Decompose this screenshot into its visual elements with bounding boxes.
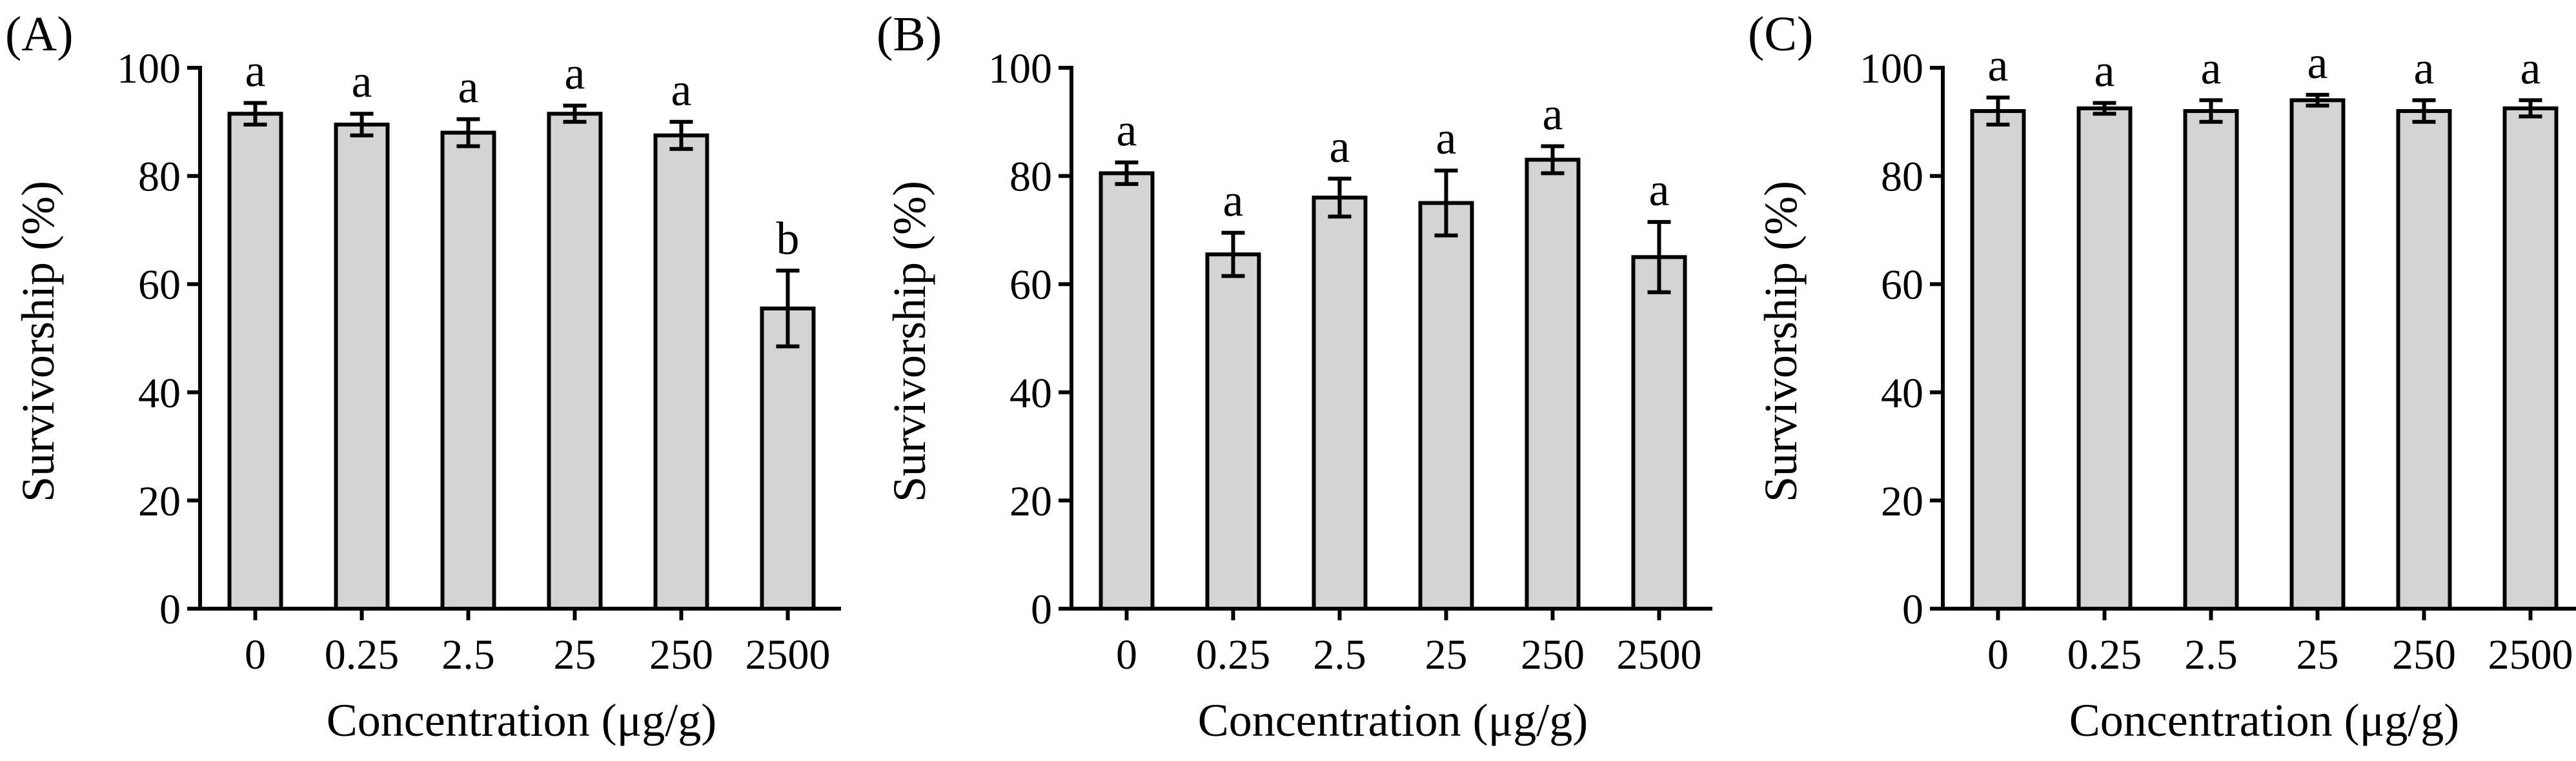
bar: [2502, 106, 2559, 611]
significance-letter: a: [1436, 112, 1457, 164]
x-tick-label: 250: [2392, 631, 2456, 678]
bar: [1312, 196, 1368, 611]
y-tick-label: 60: [1881, 261, 1923, 309]
x-tick-label: 250: [649, 631, 713, 678]
chart-panel-c: (C) a 0 a 0.25 a 2.5 a 25 a 250 a 2500 0 20 40 60 80 100 Co…: [1748, 7, 2576, 746]
significance-letter: a: [1223, 175, 1244, 227]
bar: [2396, 109, 2452, 611]
significance-letter: b: [776, 212, 800, 264]
y-tick-label: 60: [1009, 261, 1052, 309]
x-tick-label: 0: [1987, 631, 2009, 678]
y-tick-label: 20: [1009, 478, 1052, 525]
y-tick-label: 80: [1881, 154, 1923, 201]
bar: [1099, 171, 1155, 611]
bar: [227, 112, 283, 611]
y-tick-label: 80: [138, 154, 181, 201]
y-tick-label: 20: [1881, 478, 1923, 525]
chart-panel-b: (B) a 0 a 0.25 a 2.5 a 25 a 250 a 2500 0 20 40 60 80 100 Co…: [877, 7, 1712, 746]
x-tick-label: 25: [554, 631, 596, 678]
significance-letter: a: [458, 61, 479, 113]
y-tick-label: 100: [1860, 45, 1923, 92]
x-tick-label: 25: [2297, 631, 2339, 678]
y-tick-label: 40: [1881, 370, 1923, 417]
x-tick-label: 0.25: [325, 631, 400, 678]
bar: [1970, 109, 2026, 611]
x-tick-label: 2.5: [441, 631, 495, 678]
x-tick-label: 0.25: [2067, 631, 2142, 678]
y-tick-label: 40: [1009, 370, 1052, 417]
panel-label: (C): [1748, 7, 1813, 61]
significance-letter: a: [1649, 164, 1670, 216]
y-tick-label: 20: [138, 478, 181, 525]
y-axis-title: Survivorship (%): [12, 181, 64, 502]
bar: [760, 306, 816, 611]
y-tick-label: 100: [988, 45, 1052, 92]
x-tick-label: 0.25: [1196, 631, 1271, 678]
significance-letter: a: [352, 56, 372, 107]
bar: [1205, 252, 1261, 611]
significance-letter: a: [1543, 88, 1563, 140]
bar: [1418, 201, 1474, 611]
y-tick-label: 0: [1031, 586, 1052, 633]
x-axis-title: Concentration (μg/g): [1198, 695, 1588, 746]
x-axis-title: Concentration (μg/g): [327, 695, 716, 746]
x-tick-label: 2500: [2488, 631, 2573, 678]
chart-panel-a: (A) a 0 a 0.25 a 2.5 a 25 a 250 b 2500 0 20 40 60 80 100 Co…: [5, 7, 841, 746]
x-tick-label: 25: [1425, 631, 1468, 678]
significance-letter: a: [2094, 45, 2115, 96]
x-tick-label: 0: [245, 631, 266, 678]
significance-letter: a: [2520, 42, 2541, 94]
y-tick-label: 0: [159, 586, 181, 633]
significance-letter: a: [1988, 39, 2009, 91]
y-tick-label: 100: [117, 45, 181, 92]
significance-letter: a: [2414, 42, 2435, 94]
significance-letter: a: [1117, 105, 1137, 156]
y-tick-label: 60: [138, 261, 181, 309]
x-tick-label: 2.5: [2184, 631, 2238, 678]
bar: [2183, 109, 2239, 611]
y-tick-label: 0: [1902, 586, 1923, 633]
y-axis-title: Survivorship (%): [884, 181, 935, 502]
bar: [1525, 157, 1581, 611]
x-tick-label: 2500: [1617, 631, 1702, 678]
panel-label: (A): [5, 7, 74, 61]
x-tick-label: 2500: [745, 631, 831, 678]
significance-letter: a: [565, 48, 585, 99]
bar: [653, 133, 709, 611]
panel-label: (B): [877, 7, 942, 61]
bar: [1631, 255, 1687, 611]
x-tick-label: 2.5: [1313, 631, 1366, 678]
bar: [334, 122, 390, 611]
bar: [547, 112, 603, 611]
significance-letter: a: [2201, 42, 2222, 94]
y-axis-title: Survivorship (%): [1755, 181, 1807, 502]
x-tick-label: 250: [1521, 631, 1585, 678]
significance-letter: a: [2307, 37, 2328, 88]
x-tick-label: 0: [1116, 631, 1137, 678]
bar: [2076, 106, 2133, 611]
significance-letter: a: [1330, 121, 1350, 172]
bar: [440, 130, 496, 611]
y-tick-label: 40: [138, 370, 181, 417]
significance-letter: a: [245, 45, 266, 96]
x-axis-title: Concentration (μg/g): [2069, 695, 2459, 746]
bar: [2289, 98, 2346, 611]
significance-letter: a: [671, 64, 692, 116]
y-tick-label: 80: [1009, 154, 1052, 201]
